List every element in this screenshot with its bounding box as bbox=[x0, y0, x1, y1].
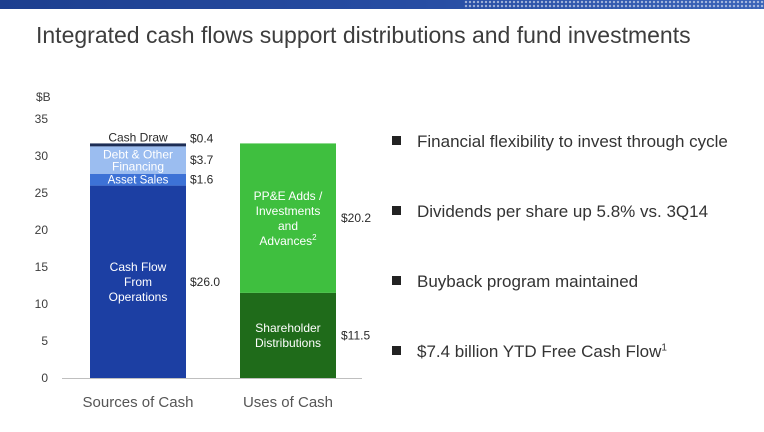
top-accent-dots bbox=[464, 0, 764, 9]
bullet-item: $7.4 billion YTD Free Cash Flow1 bbox=[392, 342, 667, 362]
bar-segment bbox=[90, 143, 186, 147]
top-accent-bar bbox=[0, 0, 764, 9]
value-label: $26.0 bbox=[190, 275, 220, 289]
bullet-text: $7.4 billion YTD Free Cash Flow bbox=[417, 342, 662, 361]
y-tick-label: 0 bbox=[41, 371, 48, 385]
segment-label: Cash Draw bbox=[108, 130, 168, 144]
bullet-square-icon bbox=[392, 276, 401, 286]
bar-segment bbox=[240, 292, 336, 378]
y-tick-label: 15 bbox=[35, 260, 49, 274]
segment-label: From bbox=[124, 275, 152, 289]
y-unit-label: $B bbox=[36, 90, 51, 104]
bullet-text: Buyback program maintained bbox=[417, 272, 639, 291]
segment-label: and bbox=[278, 219, 298, 233]
bar-segment bbox=[90, 146, 186, 174]
y-tick-label: 25 bbox=[35, 186, 49, 200]
y-tick-label: 10 bbox=[35, 297, 49, 311]
slide-title: Integrated cash flows support distributi… bbox=[36, 22, 691, 48]
value-label: $3.7 bbox=[190, 153, 214, 167]
bullet-item: Dividends per share up 5.8% vs. 3Q14 bbox=[392, 202, 708, 222]
segment-label: Shareholder bbox=[255, 321, 320, 335]
bar-segment bbox=[90, 185, 186, 378]
bullet-item: Financial flexibility to invest through … bbox=[392, 132, 728, 152]
y-tick-label: 20 bbox=[35, 223, 49, 237]
category-label: Uses of Cash bbox=[243, 394, 333, 411]
segment-label: Advances2 bbox=[259, 233, 317, 248]
segment-label: Distributions bbox=[255, 336, 321, 350]
bullet-item: Buyback program maintained bbox=[392, 272, 638, 292]
segment-label: Debt & Other bbox=[103, 147, 173, 161]
bullet-square-icon bbox=[392, 206, 401, 216]
bullet-square-icon bbox=[392, 136, 401, 146]
y-tick-label: 5 bbox=[41, 334, 48, 348]
bullet-text: Financial flexibility to invest through … bbox=[417, 132, 728, 151]
segment-label: Asset Sales bbox=[108, 175, 169, 187]
bullet-footnote: 1 bbox=[661, 342, 667, 354]
bullet-square-icon bbox=[392, 346, 401, 356]
value-label: $1.6 bbox=[190, 173, 214, 187]
top-accent-band bbox=[0, 0, 764, 9]
segment-label: PP&E Adds / bbox=[254, 189, 323, 203]
segment-label: Financing bbox=[112, 159, 164, 173]
bar-segment bbox=[240, 143, 336, 293]
bullet-text: Dividends per share up 5.8% vs. 3Q14 bbox=[417, 202, 709, 221]
y-tick-label: 30 bbox=[35, 149, 49, 163]
segment-label: Investments bbox=[256, 204, 321, 218]
y-tick-label: 35 bbox=[35, 112, 49, 126]
segment-footnote: 2 bbox=[312, 233, 317, 242]
category-label: Sources of Cash bbox=[83, 394, 194, 411]
value-label: $20.2 bbox=[341, 211, 371, 225]
segment-label: Operations bbox=[109, 290, 168, 304]
segment-label: Cash Flow bbox=[110, 260, 167, 274]
value-label: $11.5 bbox=[341, 328, 370, 342]
value-label: $0.4 bbox=[190, 131, 214, 145]
bar-segment bbox=[90, 173, 186, 186]
